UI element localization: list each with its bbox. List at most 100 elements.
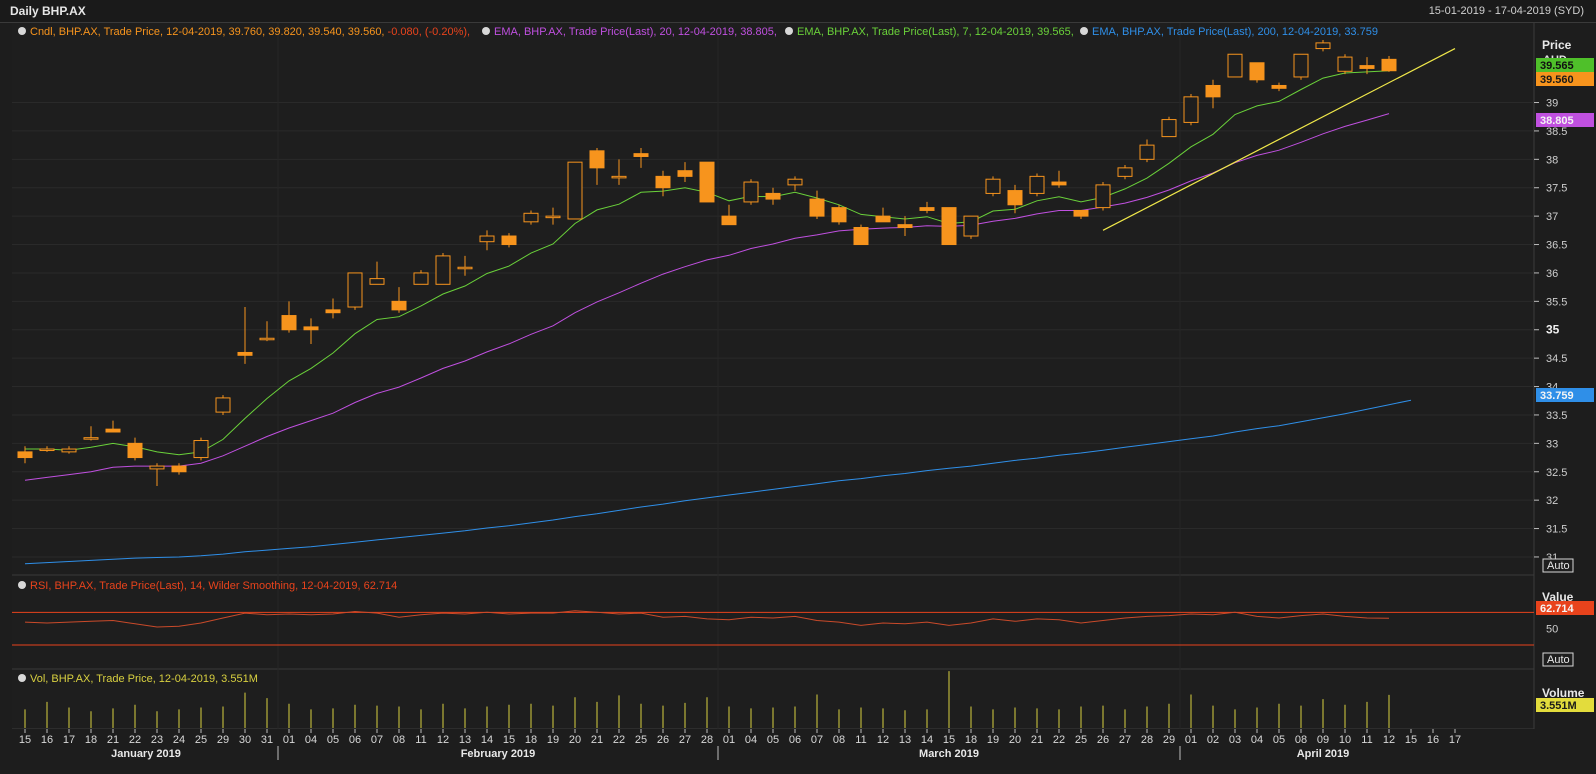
- candle: [875, 207, 891, 223]
- date-tick-label: 22: [613, 734, 625, 746]
- candle-body-down: [171, 465, 187, 473]
- date-tick-label: 04: [305, 734, 317, 746]
- candle: [1161, 116, 1177, 138]
- candle: [193, 437, 209, 461]
- candle: [1183, 94, 1199, 126]
- candle-body-up: [963, 215, 979, 237]
- date-tick-label: 25: [1075, 734, 1087, 746]
- date-tick-label: 22: [1053, 734, 1065, 746]
- candle-body-down: [1205, 84, 1221, 98]
- ema7-value-badge: 39.565: [1540, 60, 1574, 72]
- candle: [1095, 182, 1111, 211]
- legend-toggle-icon[interactable]: [18, 674, 26, 682]
- legend-toggle-icon[interactable]: [785, 27, 793, 35]
- candle: [347, 272, 363, 310]
- ema20-path: [24, 113, 1390, 481]
- candle-body-up: [369, 278, 385, 285]
- date-tick-label: 06: [349, 734, 361, 746]
- date-tick-label: 09: [1317, 734, 1329, 746]
- candles[interactable]: [17, 40, 1397, 486]
- price-tick-label: 39: [1546, 98, 1558, 110]
- price-tick-label: 33.5: [1546, 410, 1567, 422]
- date-tick-label: 01: [723, 734, 735, 746]
- price-auto-scale-button[interactable]: Auto: [1542, 558, 1574, 573]
- date-tick-label: 13: [459, 734, 471, 746]
- month-label: January 2019: [111, 748, 181, 760]
- price-tick-label: 34.5: [1546, 353, 1567, 365]
- candle: [457, 255, 473, 276]
- candle: [1337, 54, 1353, 75]
- volume-axis-title: Volume: [1542, 686, 1585, 700]
- candle: [391, 287, 407, 313]
- candle-body-up: [83, 437, 99, 440]
- candle-body-down: [17, 451, 33, 459]
- date-tick-label: 11: [415, 734, 426, 746]
- date-tick-label: 21: [591, 734, 603, 746]
- svg-text:Cndl, BHP.AX, Trade Price, 12-: Cndl, BHP.AX, Trade Price, 12-04-2019, 3…: [30, 26, 470, 38]
- candle-body-up: [1117, 167, 1133, 177]
- candle: [699, 161, 715, 203]
- candle-body-up: [39, 448, 55, 452]
- candle-body-down: [941, 207, 957, 246]
- date-tick-label: 05: [327, 734, 339, 746]
- candle-body-up: [1139, 144, 1155, 160]
- candle: [655, 170, 671, 197]
- legend-toggle-icon[interactable]: [18, 27, 26, 35]
- price-tick-label: 32.5: [1546, 467, 1567, 479]
- candle-body-down: [501, 235, 517, 246]
- candle-body-down: [1051, 181, 1067, 186]
- date-tick-label: 21: [107, 734, 119, 746]
- candle: [1029, 173, 1045, 197]
- candle: [1051, 170, 1067, 188]
- ema200-value-badge: 33.759: [1540, 390, 1574, 402]
- candle-body-up: [545, 215, 561, 219]
- date-tick-label: 10: [1339, 734, 1351, 746]
- last-price-badge: 39.560: [1540, 74, 1574, 86]
- date-range: 15-01-2019 - 17-04-2019 (SYD): [1428, 5, 1584, 17]
- date-tick-label: 13: [899, 734, 911, 746]
- candle: [17, 446, 33, 464]
- candle-body-down: [325, 309, 341, 314]
- candle-body-up: [457, 266, 473, 270]
- month-label: March 2019: [919, 748, 979, 760]
- date-tick-label: 23: [151, 734, 163, 746]
- date-tick-label: 16: [41, 734, 53, 746]
- rsi-legend: RSI, BHP.AX, Trade Price(Last), 14, Wild…: [18, 580, 397, 592]
- ema20-value-badge-bg: [1536, 113, 1594, 127]
- date-tick-label: 02: [1207, 734, 1219, 746]
- date-tick-label: 26: [1097, 734, 1109, 746]
- candle-body-up: [1161, 119, 1177, 138]
- candle-body-down: [281, 315, 297, 331]
- date-tick-label: 05: [1273, 734, 1285, 746]
- candle-body-down: [1381, 58, 1397, 72]
- rsi-legend-text: RSI, BHP.AX, Trade Price(Last), 14, Wild…: [30, 580, 397, 592]
- candle: [127, 437, 143, 461]
- candle-body-down: [1073, 209, 1089, 217]
- candle: [721, 204, 737, 226]
- candle-body-up: [215, 397, 231, 413]
- candle: [1381, 55, 1397, 72]
- candle-body-down: [1249, 62, 1265, 81]
- month-label: April 2019: [1297, 748, 1350, 760]
- rsi-tick-label: 50: [1546, 624, 1558, 636]
- trendline-path: [1102, 48, 1456, 231]
- price-tick-label: 35.5: [1546, 296, 1567, 308]
- ema7-value-badge-bg: [1536, 58, 1594, 72]
- candle-body-up: [787, 178, 803, 186]
- candle: [853, 224, 869, 246]
- date-tick-label: 12: [1383, 734, 1395, 746]
- ema200-value-badge-bg: [1536, 388, 1594, 402]
- price-tick-label: 33: [1546, 438, 1558, 450]
- legend-toggle-icon[interactable]: [1080, 27, 1088, 35]
- legend-toggle-icon[interactable]: [482, 27, 490, 35]
- price-tick-label: 37.5: [1546, 183, 1567, 195]
- legend-toggle-icon[interactable]: [18, 581, 26, 589]
- candle: [83, 426, 99, 441]
- date-tick-label: 18: [965, 734, 977, 746]
- candle-body-down: [1271, 84, 1287, 89]
- date-tick-label: 14: [921, 734, 933, 746]
- candle: [413, 270, 429, 285]
- candle-body-down: [919, 207, 935, 211]
- rsi-auto-scale-button[interactable]: Auto: [1542, 652, 1574, 667]
